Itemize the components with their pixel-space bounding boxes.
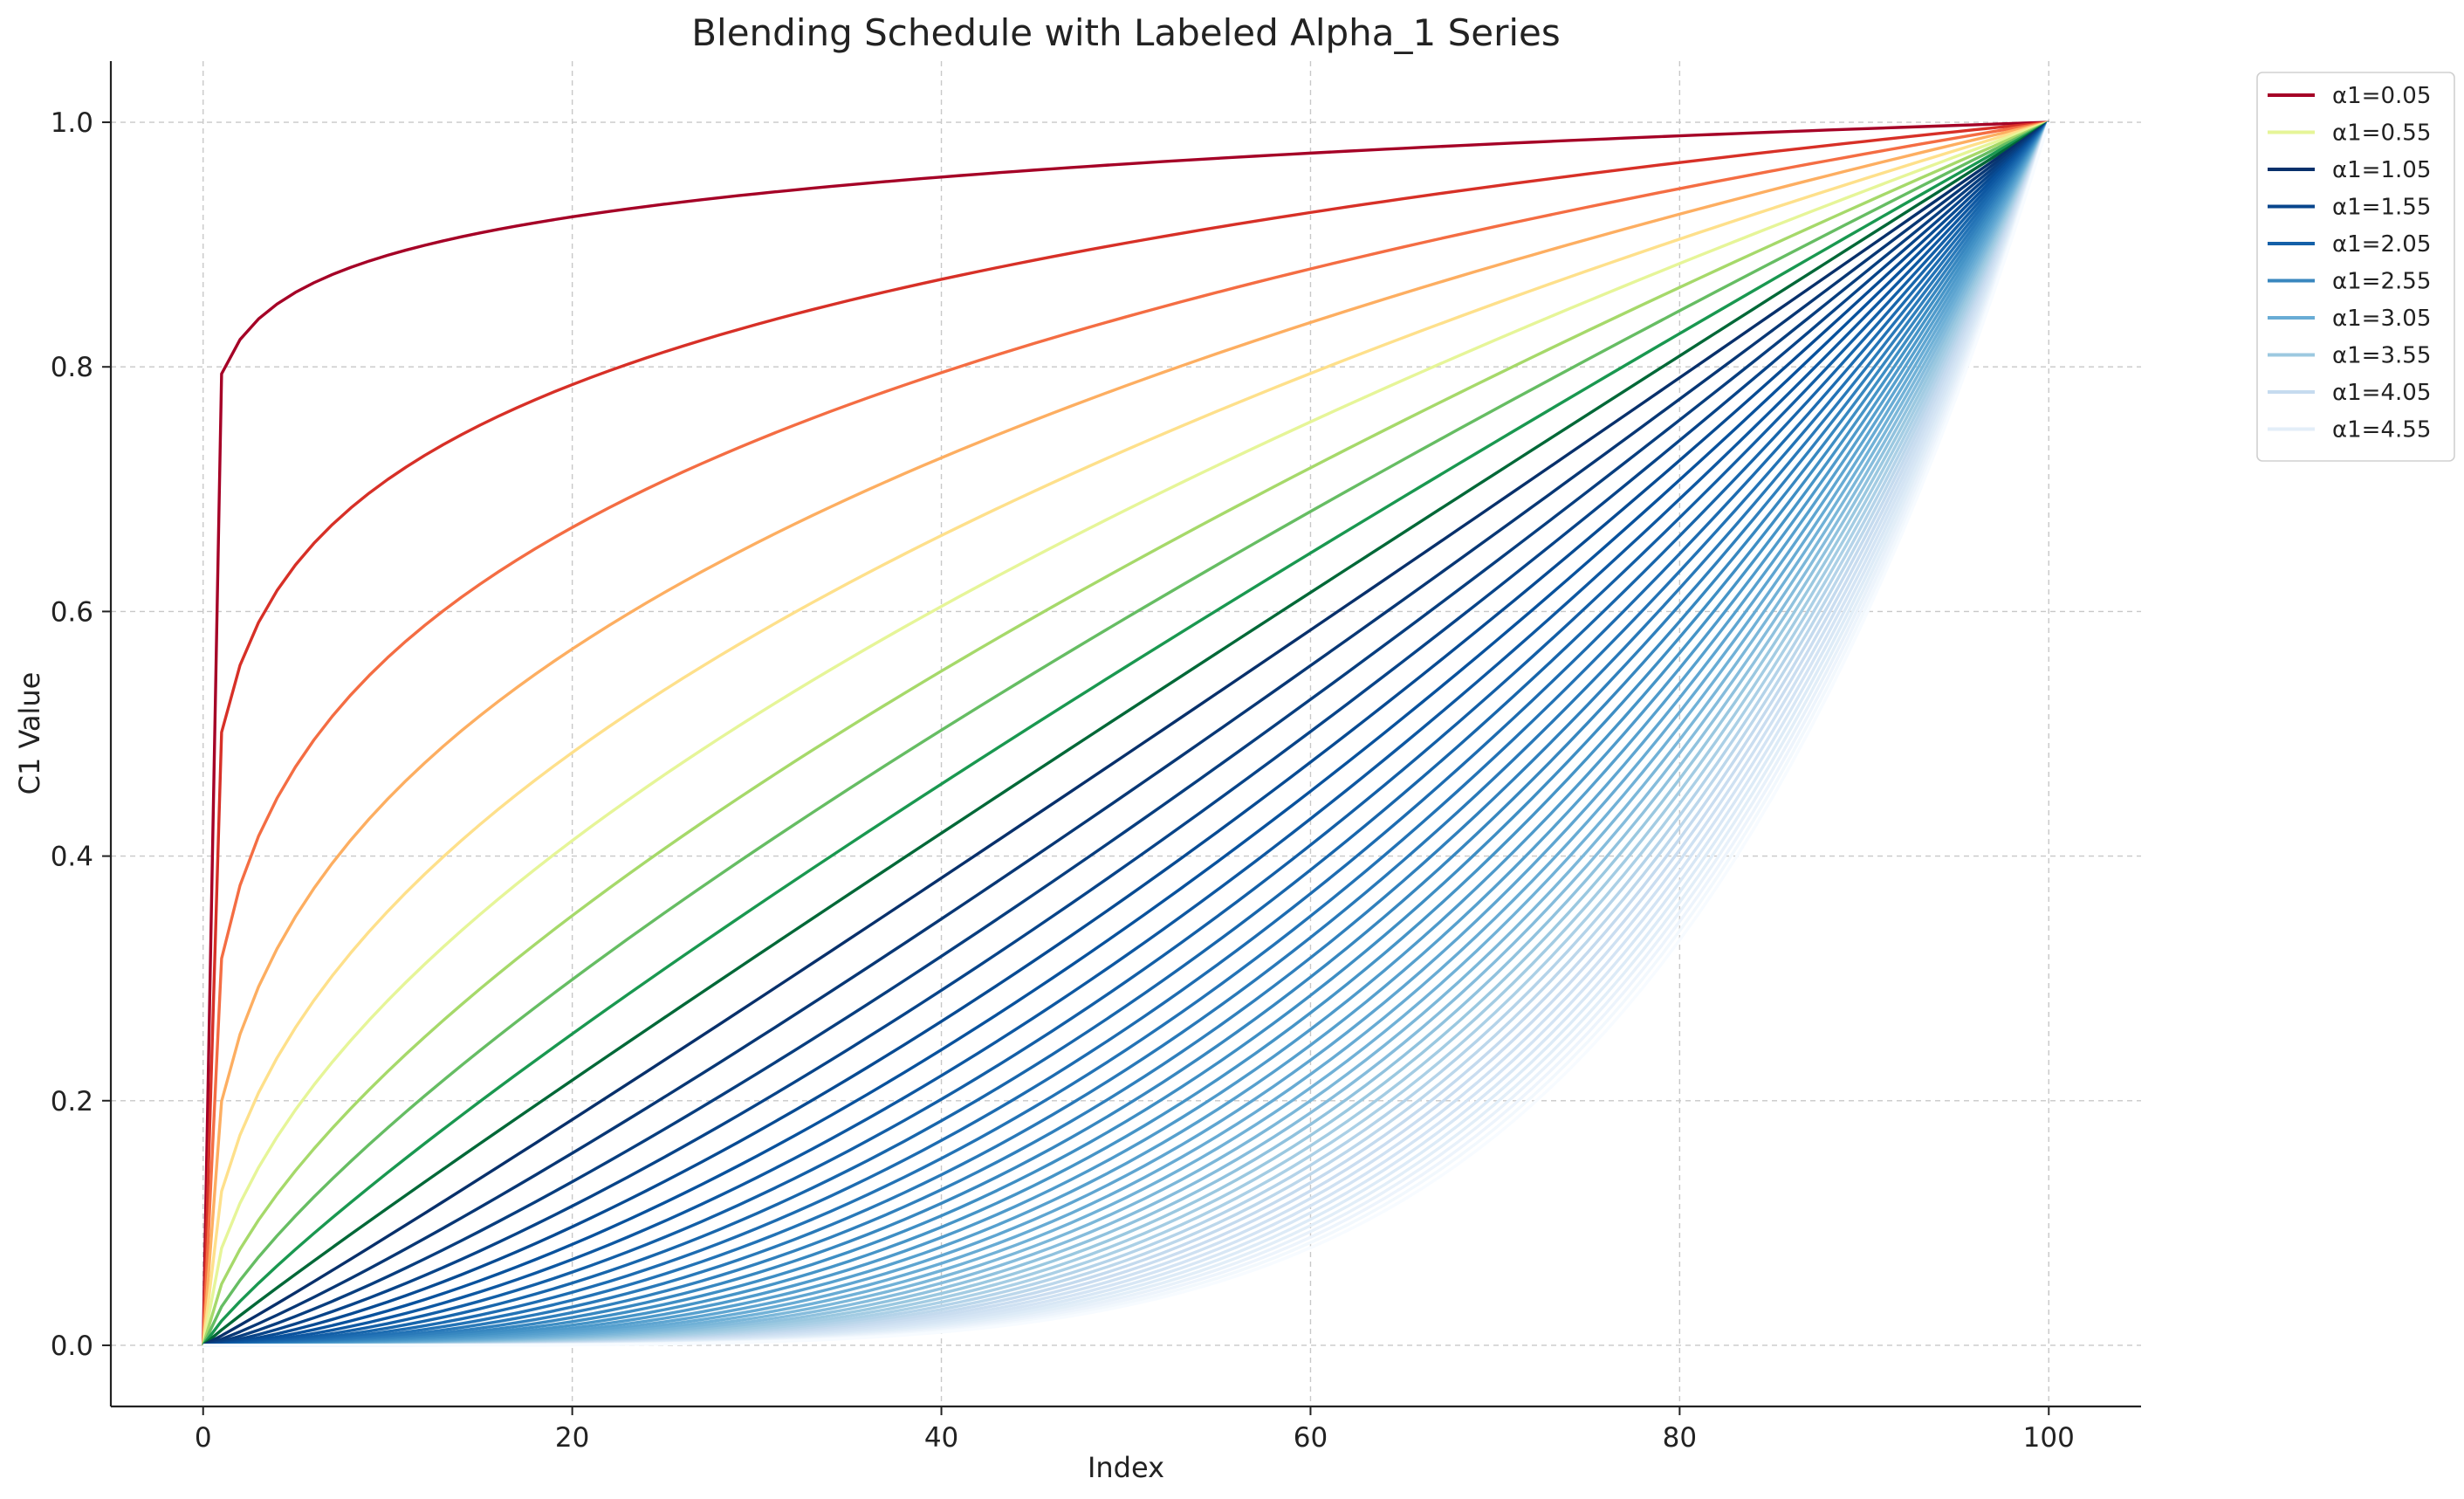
legend-label: α1=1.55	[2332, 195, 2431, 221]
series-line-alpha-1.35	[202, 120, 2050, 1347]
series-line-alpha-0.75	[202, 120, 2050, 1346]
series-line-alpha-2.05	[202, 121, 2050, 1347]
series-group	[202, 120, 2050, 1347]
legend-label: α1=0.05	[2332, 83, 2431, 109]
legend: α1=0.05 α1=0.55 α1=1.05 α1=1.55 α1=2.05 α1=2.…	[2256, 72, 2455, 462]
series-line-alpha-0.95	[202, 120, 2050, 1347]
grid	[111, 61, 2141, 1406]
series-line-alpha-1.65	[202, 120, 2050, 1347]
series-line-alpha-1.85	[202, 120, 2050, 1347]
x-axis-label: Index	[1088, 1451, 1164, 1484]
x-tick-label: 80	[1663, 1422, 1697, 1454]
series-line-alpha-1.25	[202, 120, 2050, 1347]
series-line-alpha-0.85	[202, 120, 2050, 1346]
series-line-alpha-1.55	[202, 120, 2050, 1347]
y-tick-label: 0.6	[51, 596, 93, 628]
series-line-alpha-0.05	[202, 120, 2049, 1345]
x-tick-label: 60	[1294, 1422, 1328, 1454]
x-tick-label: 100	[2023, 1422, 2075, 1454]
series-line-alpha-2.35	[202, 121, 2050, 1347]
x-tick-label: 20	[555, 1422, 589, 1454]
legend-label: α1=4.55	[2332, 417, 2431, 444]
x-ticks: 0 20 40 60 80 100	[195, 1406, 2075, 1454]
legend-label: α1=2.05	[2332, 231, 2431, 258]
series-line-alpha-1.75	[202, 120, 2050, 1347]
x-tick-label: 0	[195, 1422, 212, 1454]
series-line-alpha-4.95	[202, 121, 2050, 1347]
series-line-alpha-0.45	[202, 120, 2049, 1346]
series-line-alpha-2.65	[202, 121, 2050, 1347]
series-line-alpha-2.55	[202, 121, 2050, 1347]
series-line-alpha-0.65	[202, 120, 2049, 1346]
series-line-alpha-0.25	[202, 120, 2049, 1346]
legend-label: α1=3.55	[2332, 343, 2431, 369]
y-tick-label: 1.0	[51, 107, 93, 139]
chart-title: Blending Schedule with Labeled Alpha_1 S…	[691, 11, 1561, 54]
legend-label: α1=2.55	[2332, 269, 2431, 295]
series-line-alpha-1.15	[202, 120, 2050, 1347]
series-line-alpha-1.95	[202, 121, 2050, 1347]
x-tick-label: 40	[924, 1422, 958, 1454]
series-line-alpha-1.45	[202, 120, 2050, 1347]
legend-label: α1=0.55	[2332, 120, 2431, 147]
series-line-alpha-0.55	[202, 120, 2049, 1346]
series-line-alpha-1.05	[202, 120, 2050, 1347]
series-line-alpha-2.45	[202, 121, 2050, 1347]
y-tick-label: 0.4	[51, 842, 93, 873]
legend-label: α1=3.05	[2332, 306, 2431, 332]
y-axis-label: C1 Value	[13, 672, 46, 795]
y-tick-label: 0.2	[51, 1086, 93, 1117]
y-tick-label: 0.0	[51, 1331, 93, 1362]
series-line-alpha-0.15	[202, 120, 2049, 1346]
y-tick-label: 0.8	[51, 352, 93, 383]
series-line-alpha-2.25	[202, 121, 2050, 1347]
series-line-alpha-2.15	[202, 121, 2050, 1347]
series-line-alpha-0.35	[202, 120, 2049, 1346]
legend-label: α1=1.05	[2332, 157, 2431, 183]
axes	[109, 61, 2141, 1408]
legend-label: α1=4.05	[2332, 380, 2431, 406]
y-ticks: 0.0 0.2 0.4 0.6 0.8 1.0	[51, 107, 111, 1362]
